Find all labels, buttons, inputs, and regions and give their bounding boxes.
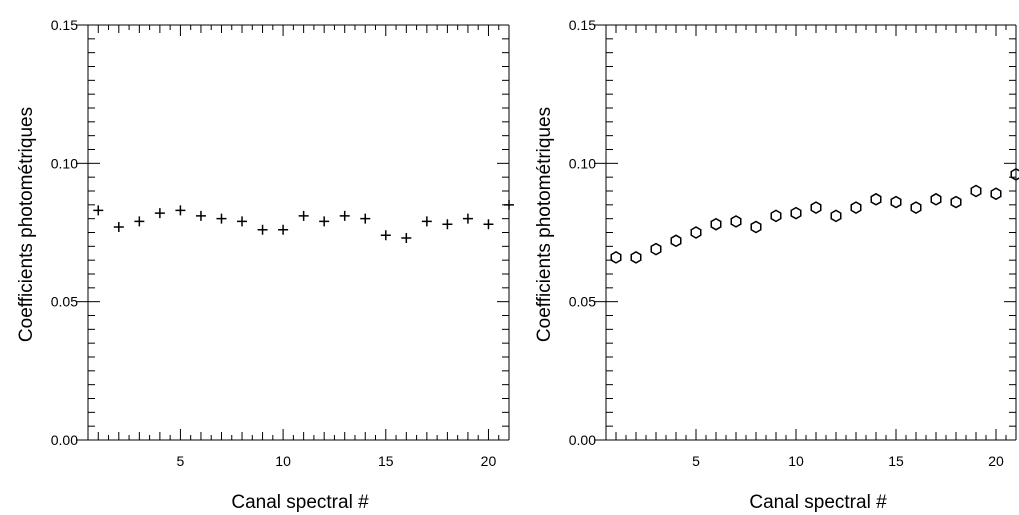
x-tick-label: 20 (481, 453, 497, 469)
x-axis-title: Canal spectral # (749, 492, 887, 513)
data-point-hexagon (750, 220, 762, 234)
data-point-plus (257, 224, 268, 235)
y-tick-label: 0.00 (51, 432, 78, 448)
chart-panel-left: 0.00 0.05 0.10 0.15 5 10 15 20 Canal spectral # C… (16, 17, 514, 513)
y-tick-label: 0.05 (51, 294, 78, 310)
data-point-hexagon (810, 201, 822, 214)
data-point-hexagon (990, 187, 1002, 201)
data-point-hexagon (710, 217, 722, 231)
data-point-hexagon (950, 195, 962, 209)
data-point-plus (462, 213, 473, 224)
data-point-hexagon (970, 184, 982, 198)
data-point-plus (360, 213, 371, 224)
data-point-hexagon (890, 195, 902, 209)
y-axis-title: Coefficients photométriques (16, 107, 37, 342)
data-point-plus (339, 210, 350, 221)
data-point-plus (278, 224, 289, 235)
data-point-plus (175, 205, 186, 216)
data-point-plus (380, 230, 391, 241)
data-point-plus (298, 210, 309, 221)
y-tick-label: 0.05 (569, 294, 596, 310)
data-point-hexagon (770, 209, 782, 223)
data-point-plus (319, 216, 330, 227)
data-point-plus (421, 216, 432, 227)
data-point-hexagon (830, 209, 842, 223)
x-tick-label: 20 (988, 453, 1004, 469)
data-point-plus (237, 216, 248, 227)
data-point-hexagon (1010, 168, 1019, 181)
y-axis-title: Coefficients photométriques (534, 107, 555, 342)
data-point-hexagon (870, 192, 882, 206)
y-tick-label: 0.15 (51, 17, 78, 33)
data-point-hexagon (930, 192, 942, 206)
x-tick-label: 15 (378, 453, 394, 469)
y-tick-label: 0.10 (51, 155, 78, 171)
x-axis-title: Canal spectral # (231, 492, 369, 513)
data-point-plus (154, 208, 165, 219)
data-point-hexagon (670, 234, 682, 248)
y-tick-label: 0.10 (569, 155, 596, 171)
data-point-plus (401, 233, 412, 244)
data-point-plus (93, 205, 104, 216)
data-point-plus (195, 210, 206, 221)
data-point-hexagon (910, 201, 922, 214)
data-point-hexagon (790, 206, 802, 220)
y-tick-label: 0.15 (569, 17, 596, 33)
data-point-plus (442, 219, 453, 230)
x-tick-label: 10 (788, 453, 804, 469)
data-point-plus (504, 199, 514, 210)
y-tick-label: 0.00 (569, 432, 596, 448)
x-tick-label: 5 (177, 453, 185, 469)
data-point-plus (134, 216, 145, 227)
data-point-plus (113, 221, 124, 232)
data-point-hexagon (630, 251, 642, 264)
data-point-hexagon (690, 226, 702, 239)
data-point-plus (483, 219, 494, 230)
x-tick-label: 5 (692, 453, 700, 469)
data-point-plus (216, 213, 227, 224)
x-tick-label: 10 (275, 453, 291, 469)
data-point-hexagon (730, 215, 742, 228)
data-point-hexagon (610, 251, 622, 264)
x-tick-label: 15 (888, 453, 904, 469)
data-point-hexagon (850, 201, 862, 214)
data-point-hexagon (650, 242, 662, 256)
chart-panel-right: 0.00 0.05 0.10 0.15 5 10 15 20 Canal spectral # C… (534, 17, 1019, 513)
